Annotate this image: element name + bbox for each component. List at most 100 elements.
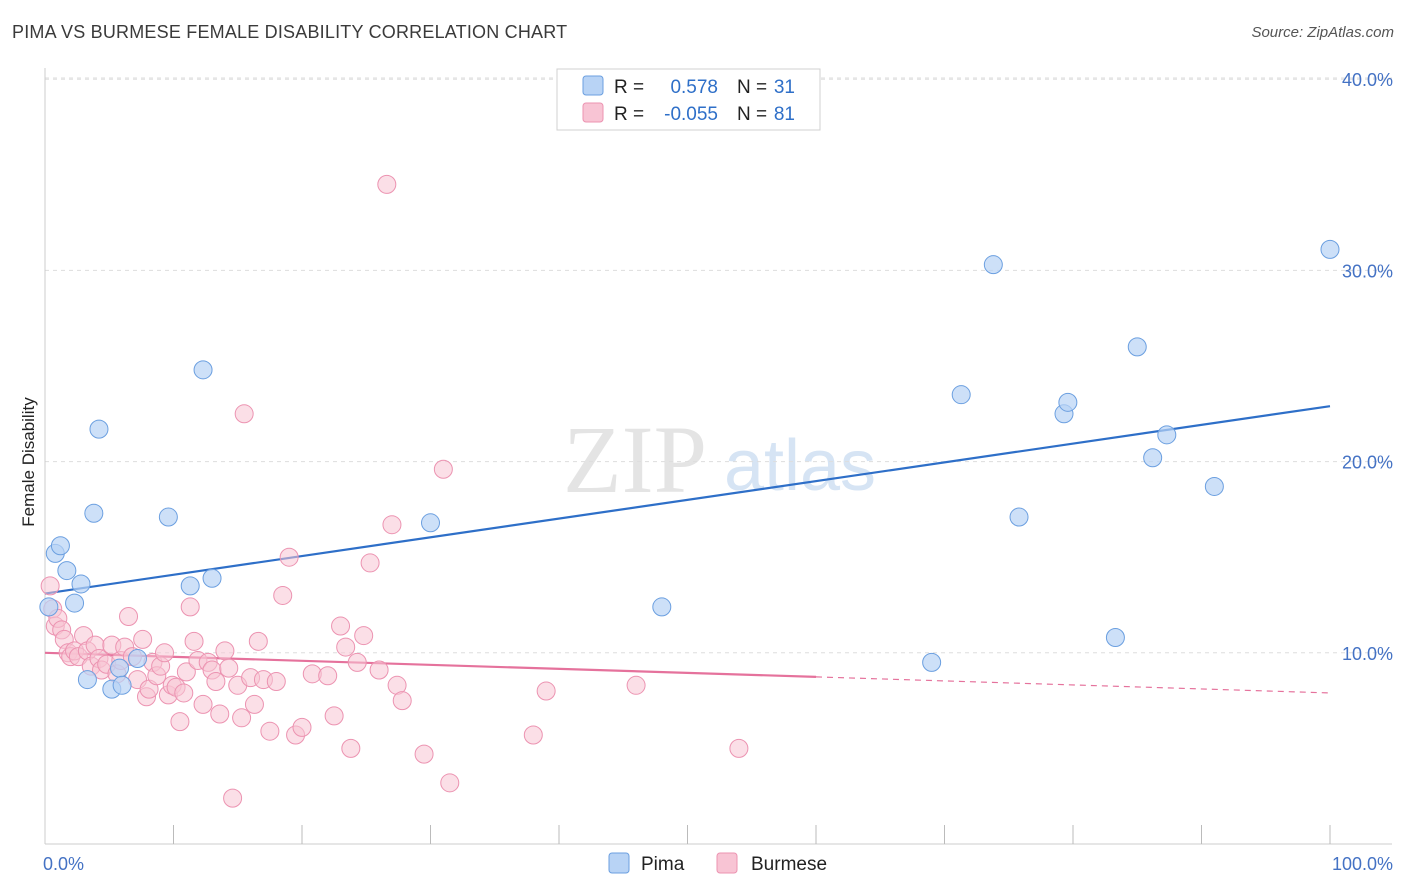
- burmese-point-71: [377, 174, 397, 194]
- y-tick-label-0: 10.0%: [1342, 644, 1393, 664]
- y-tick-labels: 10.0% 20.0% 30.0% 40.0%: [1342, 70, 1393, 664]
- legend-n-label-pima: N =: [737, 77, 767, 98]
- burmese-point-69: [360, 553, 380, 573]
- burmese-point-62: [318, 666, 338, 686]
- burmese-point-37: [180, 597, 200, 617]
- pima-point-3: [57, 561, 77, 581]
- pima-point-13: [158, 507, 178, 527]
- burmese-point-30: [155, 643, 175, 663]
- pima-point-29: [1204, 476, 1224, 496]
- pima-point-4: [65, 593, 85, 613]
- pima-point-24: [1058, 392, 1078, 412]
- burmese-point-38: [184, 631, 204, 651]
- pima-points: [39, 239, 1340, 699]
- burmese-point-0: [40, 576, 60, 596]
- burmese-point-21: [119, 606, 139, 626]
- chart-source: Source: ZipAtlas.com: [1251, 24, 1394, 41]
- burmese-point-55: [260, 721, 280, 741]
- series-legend: Pima Burmese: [608, 852, 827, 875]
- legend-n-value-pima: 31: [774, 77, 795, 98]
- pima-point-22: [1009, 507, 1029, 527]
- burmese-point-80: [626, 675, 646, 695]
- pima-point-30: [1320, 239, 1340, 259]
- burmese-point-47: [223, 788, 243, 808]
- burmese-point-77: [440, 773, 460, 793]
- legend-n-value-burmese: 81: [774, 104, 795, 125]
- burmese-points: [40, 174, 749, 808]
- burmese-point-75: [414, 744, 434, 764]
- x-tick-label-min: 0.0%: [43, 854, 84, 874]
- trend-lines: [44, 405, 1331, 694]
- burmese-point-56: [266, 671, 286, 691]
- burmese-point-43: [206, 671, 226, 691]
- burmese-point-67: [347, 652, 367, 672]
- burmese-point-64: [331, 616, 351, 636]
- pima-point-2: [50, 536, 70, 556]
- burmese-point-58: [279, 547, 299, 567]
- y-tick-label-2: 30.0%: [1342, 261, 1393, 281]
- legend-n-label-burmese: N =: [737, 104, 767, 125]
- burmese-point-81: [729, 738, 749, 758]
- series-legend-label-pima: Pima: [641, 854, 685, 875]
- pima-point-8: [89, 419, 109, 439]
- axes: [44, 68, 1392, 845]
- pima-point-21: [983, 255, 1003, 275]
- pima-point-16: [202, 568, 222, 588]
- pima-point-27: [1143, 448, 1163, 468]
- y-tick-label-1: 20.0%: [1342, 453, 1393, 473]
- burmese-point-35: [174, 683, 194, 703]
- pima-point-6: [77, 670, 97, 690]
- pima-point-12: [128, 649, 148, 669]
- series-legend-swatch-pima: [608, 852, 630, 874]
- burmese-point-49: [232, 708, 252, 728]
- pima-point-18: [652, 597, 672, 617]
- burmese-point-74: [392, 691, 412, 711]
- y-tick-label-3: 40.0%: [1342, 70, 1393, 90]
- pima-trend-line: [44, 405, 1331, 595]
- burmese-point-72: [382, 515, 402, 535]
- pima-point-10: [110, 658, 130, 678]
- pima-point-26: [1127, 337, 1147, 357]
- legend-r-label-burmese: R =: [614, 104, 644, 125]
- burmese-point-45: [215, 641, 235, 661]
- burmese-point-53: [248, 631, 268, 651]
- burmese-point-52: [244, 694, 264, 714]
- burmese-point-46: [219, 658, 239, 678]
- pima-point-19: [922, 652, 942, 672]
- grid: [45, 77, 1392, 654]
- correlation-legend: R = 0.578 N = 31 R = -0.055 N = 81: [556, 68, 821, 131]
- burmese-point-70: [369, 660, 389, 680]
- pima-point-15: [193, 360, 213, 380]
- burmese-point-50: [234, 404, 254, 424]
- burmese-point-65: [336, 637, 356, 657]
- series-legend-label-burmese: Burmese: [751, 854, 827, 875]
- burmese-point-76: [433, 459, 453, 479]
- x-tick-labels: 0.0% 100.0%: [43, 854, 1393, 874]
- burmese-point-68: [354, 626, 374, 646]
- burmese-point-57: [273, 585, 293, 605]
- burmese-point-79: [536, 681, 556, 701]
- burmese-trend-extension: [815, 676, 1331, 694]
- burmese-point-34: [170, 712, 190, 732]
- burmese-point-78: [523, 725, 543, 745]
- legend-swatch-burmese: [582, 102, 604, 123]
- legend-r-label-pima: R =: [614, 77, 644, 98]
- pima-point-28: [1157, 425, 1177, 445]
- burmese-point-63: [324, 706, 344, 726]
- burmese-point-40: [193, 694, 213, 714]
- pima-point-7: [84, 503, 104, 523]
- watermark-atlas: atlas: [724, 426, 876, 506]
- watermark-zip: ZIP: [563, 406, 707, 513]
- pima-point-14: [180, 576, 200, 596]
- pima-point-17: [421, 513, 440, 533]
- legend-r-value-burmese: -0.055: [664, 104, 718, 125]
- legend-r-value-pima: 0.578: [670, 77, 718, 98]
- burmese-point-44: [210, 704, 230, 724]
- pima-point-25: [1105, 628, 1125, 648]
- burmese-point-36: [176, 662, 196, 682]
- pima-point-20: [951, 385, 971, 405]
- y-axis-title: Female Disability: [19, 397, 38, 527]
- series-legend-swatch-burmese: [716, 852, 738, 874]
- burmese-point-66: [341, 738, 361, 758]
